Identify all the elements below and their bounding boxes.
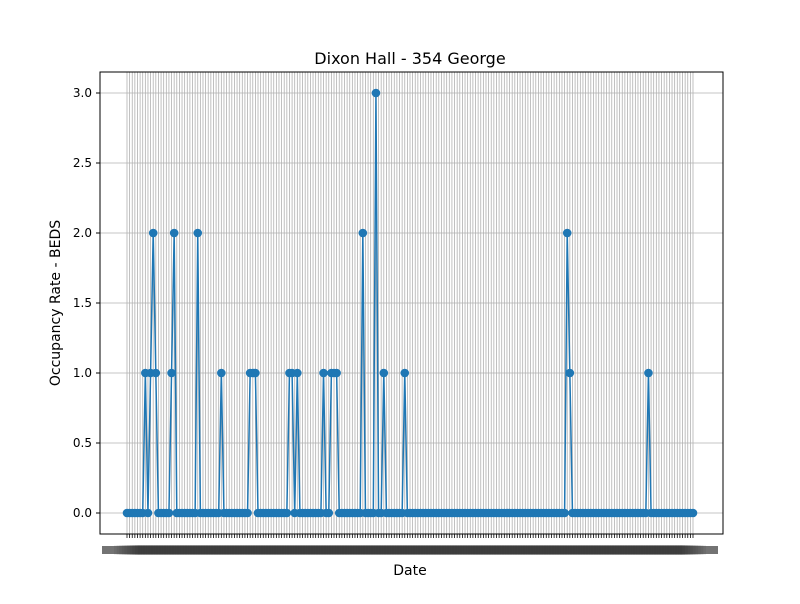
data-point [565, 368, 575, 378]
chart-title: Dixon Hall - 354 George [314, 49, 505, 68]
data-point [644, 368, 653, 378]
data-point [379, 368, 389, 378]
data-point [560, 508, 569, 518]
data-point [562, 228, 572, 238]
data-point [164, 508, 174, 518]
y-tick-label: 3.0 [73, 86, 92, 100]
y-tick-label: 1.0 [73, 366, 92, 380]
data-point [371, 88, 381, 98]
data-point [293, 368, 302, 378]
data-point [243, 508, 252, 518]
y-axis-label: Occupancy Rate - BEDS [48, 220, 64, 386]
data-point [358, 228, 368, 238]
x-tick-labels [102, 545, 718, 555]
data-point [282, 508, 292, 518]
data-point [169, 228, 179, 238]
data-point [688, 508, 698, 518]
y-tick-label: 1.5 [73, 296, 92, 310]
y-tick-label: 2.0 [73, 226, 92, 240]
data-point [332, 368, 341, 378]
x-tick-label-band [102, 546, 718, 554]
data-point [143, 508, 153, 518]
data-point [324, 508, 334, 518]
axes-layer: 0.0 0.5 1.0 1.5 2.0 2.5 3.0 [73, 71, 724, 555]
data-point [167, 368, 176, 378]
data-point [148, 228, 158, 238]
data-point [400, 368, 410, 378]
data-point [151, 368, 161, 378]
data-point [193, 228, 203, 238]
data-point [217, 368, 226, 378]
data-point [251, 368, 260, 378]
y-tick-label: 0.0 [73, 506, 92, 520]
y-tick-label: 2.5 [73, 156, 92, 170]
data-point [319, 368, 328, 378]
x-axis-label: Date [393, 563, 426, 579]
series-layer [122, 88, 698, 518]
y-tick-label: 0.5 [73, 436, 92, 450]
